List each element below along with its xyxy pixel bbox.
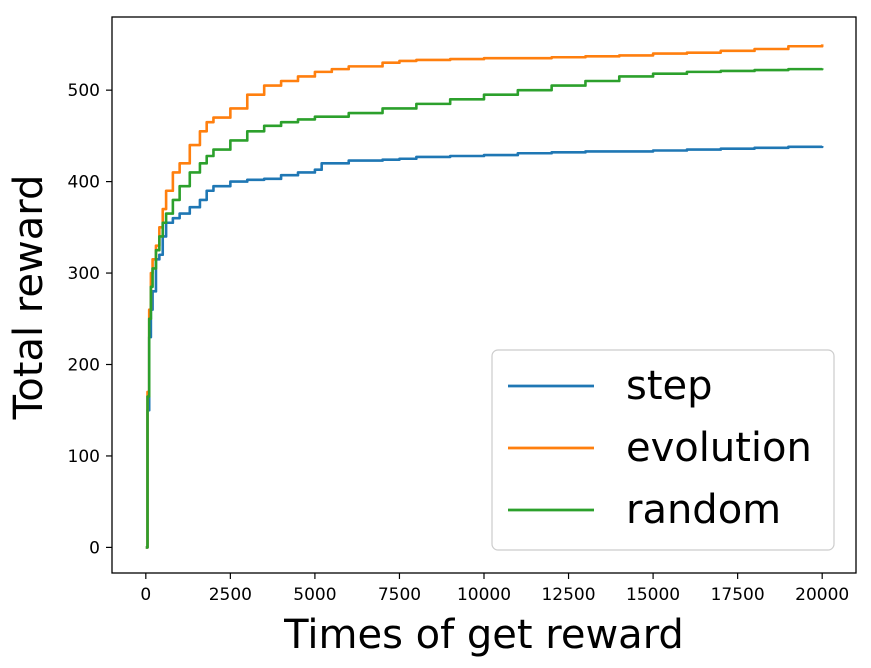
x-tick-label: 15000 xyxy=(626,585,680,605)
x-tick-label: 12500 xyxy=(541,585,595,605)
x-tick-label: 0 xyxy=(140,585,151,605)
legend-items: step evolution random xyxy=(508,363,812,533)
y-tick-label: 300 xyxy=(68,264,100,284)
y-tick-label: 0 xyxy=(89,538,100,558)
series-line-step xyxy=(145,145,824,549)
legend-label-evolution: evolution xyxy=(626,425,812,471)
legend-label-random: random xyxy=(626,487,781,533)
legend: step evolution random xyxy=(491,349,835,551)
y-axis-ticks: 0 100 200 300 400 500 xyxy=(68,81,112,558)
x-tick-label: 5000 xyxy=(293,585,336,605)
legend-box xyxy=(491,349,835,551)
x-axis-title: Times of get reward xyxy=(283,612,684,658)
series-line-evolution xyxy=(145,44,824,549)
x-tick-label: 17500 xyxy=(711,585,765,605)
y-axis-title: Total reward xyxy=(6,175,52,421)
y-tick-label: 400 xyxy=(68,173,100,193)
x-tick-label: 2500 xyxy=(209,585,252,605)
x-axis-ticks: 0 2500 5000 7500 10000 12500 15000 17500 20000 xyxy=(140,573,849,605)
y-tick-label: 500 xyxy=(68,81,100,101)
y-tick-label: 200 xyxy=(68,356,100,376)
x-tick-label: 7500 xyxy=(378,585,421,605)
series-line-random xyxy=(145,67,824,549)
x-tick-label: 20000 xyxy=(795,585,849,605)
y-tick-label: 100 xyxy=(68,447,100,467)
legend-label-step: step xyxy=(626,363,713,409)
series-lines xyxy=(145,44,824,549)
x-tick-label: 10000 xyxy=(457,585,511,605)
